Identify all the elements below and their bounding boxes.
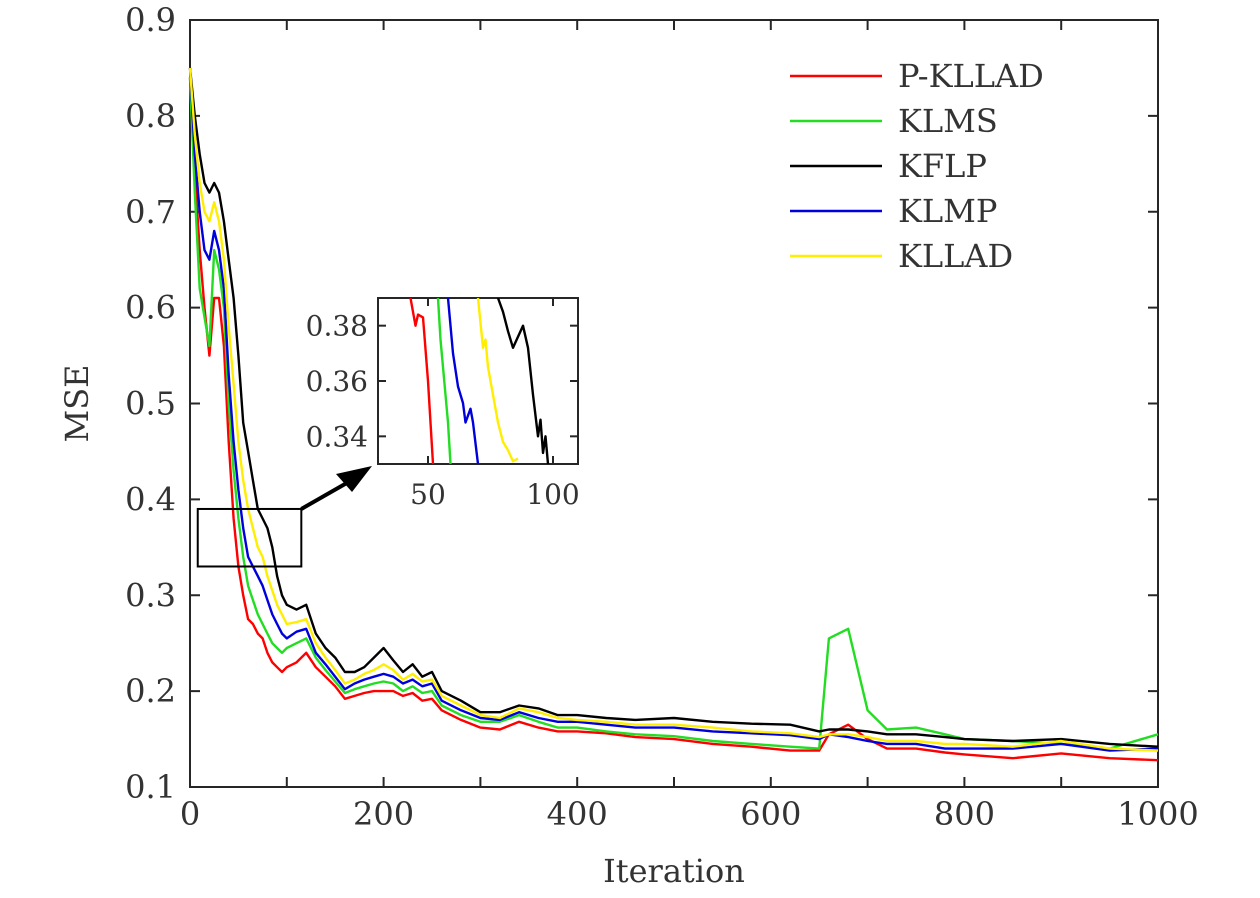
- inset-x-tick-label: 50: [410, 478, 446, 511]
- inset-frame: [377, 297, 579, 465]
- inset-series-layer: [409, 298, 550, 464]
- y-tick-label: 0.3: [125, 576, 176, 614]
- inset-series-line-klms: [436, 298, 452, 464]
- inset-y-tick-label: 0.34: [306, 420, 368, 453]
- x-tick-label: 1000: [1117, 795, 1198, 833]
- zoom-region-box: [196, 507, 303, 568]
- legend-label-kflp: KFLP: [898, 147, 987, 185]
- series-layer: [188, 67, 1159, 762]
- y-tick-label: 0.6: [125, 289, 176, 327]
- inset-series-line-klmp: [446, 298, 480, 464]
- legend-label-kllad: KLLAD: [898, 237, 1013, 275]
- y-tick-label: 0.2: [125, 672, 176, 710]
- inset-x-tick-label: 100: [526, 478, 579, 511]
- x-axis-ticks: 0 200 400 600 800 1000: [180, 20, 1199, 833]
- series-line-p-kllad: [188, 77, 1159, 762]
- x-tick-label: 800: [934, 795, 995, 833]
- x-tick-label: 200: [353, 795, 414, 833]
- inset-plot: 50 100 0.34 0.36 0.38: [306, 297, 580, 511]
- x-tick-label: 600: [740, 795, 801, 833]
- y-tick-label: 0.1: [125, 768, 176, 806]
- series-line-kflp: [188, 67, 1159, 748]
- x-axis-title: Iteration: [603, 852, 745, 890]
- y-tick-label: 0.9: [125, 1, 176, 39]
- series-line-kllad: [188, 67, 1159, 752]
- inset-y-tick-label: 0.36: [306, 365, 368, 398]
- series-line-klmp: [188, 67, 1159, 752]
- legend-label-klms: KLMS: [898, 102, 998, 140]
- zoom-arrow-head: [336, 466, 372, 492]
- legend-label-p-kllad: P-KLLAD: [898, 57, 1044, 95]
- y-axis-ticks: 0.1 0.2 0.3 0.4 0.5 0.6 0.7 0.8 0.9: [125, 1, 1158, 806]
- y-tick-label: 0.8: [125, 97, 176, 135]
- inset-series-line-p-kllad: [409, 298, 435, 464]
- series-line-klms: [188, 77, 1159, 750]
- inset-series-line-kllad: [476, 298, 519, 463]
- x-tick-label: 400: [547, 795, 608, 833]
- x-tick-label: 0: [180, 795, 200, 833]
- y-tick-label: 0.4: [125, 480, 176, 518]
- legend-label-klmp: KLMP: [898, 192, 997, 230]
- y-axis-title: MSE: [58, 364, 96, 442]
- zoom-arrow-shaft: [300, 478, 353, 511]
- legend: P-KLLAD KLMS KFLP KLMP KLLAD: [790, 57, 1044, 275]
- y-tick-label: 0.7: [125, 193, 176, 231]
- zoom-annotation: [196, 466, 372, 568]
- y-tick-label: 0.5: [125, 385, 176, 423]
- inset-y-tick-label: 0.38: [306, 310, 368, 343]
- inset-series-line-kflp: [496, 298, 550, 464]
